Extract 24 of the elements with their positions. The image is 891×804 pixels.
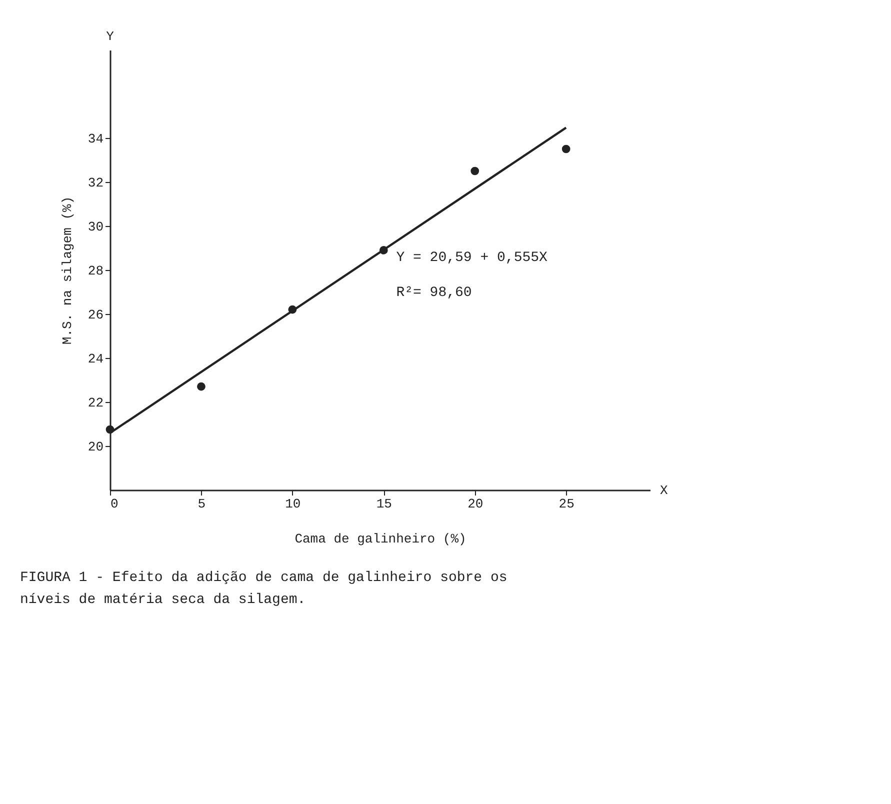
- x-tick-label: 5: [198, 496, 206, 512]
- x-tick-label: 0: [110, 496, 118, 512]
- y-tick-label: 32: [88, 176, 104, 190]
- y-tick-label: 30: [88, 220, 104, 234]
- text: X: [660, 483, 668, 498]
- y-tick-label: 24: [88, 352, 104, 366]
- y-tick-label: 28: [88, 264, 104, 278]
- text: FIGURA 1 - Efeito da adição de cama de galinheiro sobre os níveis de matéria seca da silagem.: [20, 570, 508, 608]
- y-tick-label: 22: [88, 396, 104, 410]
- x-axis-title: Cama de galinheiro (%): [294, 532, 466, 546]
- annotation: R²= 98,60: [396, 285, 472, 301]
- x-tick-label: 10: [285, 496, 301, 512]
- point: [562, 144, 570, 154]
- point: [470, 166, 480, 176]
- x-tick-label: 15: [376, 496, 392, 512]
- x-tick-label: 25: [558, 496, 574, 512]
- text: Y: [106, 29, 114, 44]
- y-tick-label: 26: [88, 308, 104, 322]
- annotation: Y = 20,59 + 0,555X: [396, 250, 548, 266]
- y-tick-label: 34: [88, 132, 104, 146]
- y-axis-title: M.S. na silagem (%): [60, 196, 75, 345]
- point: [197, 382, 206, 391]
- x-tick-label: 20: [468, 496, 484, 512]
- y-tick-label: 20: [88, 440, 104, 454]
